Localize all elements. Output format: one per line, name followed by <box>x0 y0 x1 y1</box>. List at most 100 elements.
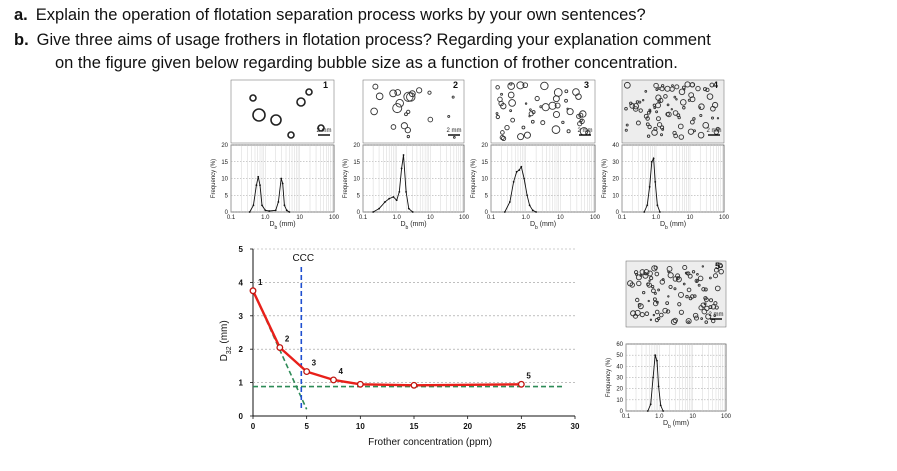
data-point <box>512 180 515 183</box>
bubble <box>703 287 708 292</box>
histogram-5: 0 10 20 30 40 50 60 0.1 1.0 10 100 Db (mm) Frequency… <box>606 342 732 430</box>
bubble <box>495 112 499 115</box>
bubble <box>713 129 719 135</box>
bubble <box>645 122 650 127</box>
panel-number: 3 <box>584 80 589 90</box>
x-tick-label: 20 <box>463 422 472 431</box>
y-tick-label: 2 <box>239 345 244 354</box>
data-point <box>274 209 277 212</box>
bubble <box>655 88 659 92</box>
data-point <box>652 376 654 379</box>
bubble <box>390 124 397 130</box>
bubble <box>635 274 642 281</box>
bubble <box>510 117 516 123</box>
bubble <box>708 305 713 310</box>
x-tick-label: 10 <box>427 215 434 221</box>
bubble <box>689 82 695 88</box>
bubble <box>659 125 665 130</box>
bubble-photo-3: 3 2 mm <box>490 79 596 144</box>
bubble <box>693 315 699 321</box>
y-tick-label: 50 <box>616 353 623 359</box>
bubble <box>655 300 659 304</box>
bubble <box>695 85 701 92</box>
y-tick-label: 3 <box>239 312 244 321</box>
bubble <box>305 88 313 96</box>
bubble <box>654 309 660 315</box>
bubble <box>633 270 639 275</box>
bubble <box>665 111 670 117</box>
y-tick-label: 20 <box>353 143 360 149</box>
scale-label: 2 mm <box>317 128 332 134</box>
bubble <box>534 95 540 102</box>
bubble <box>416 87 423 94</box>
y-axis-label: D32 (mm) <box>219 320 233 361</box>
data-point <box>303 368 311 376</box>
data-point <box>517 380 525 388</box>
data-point <box>280 177 283 180</box>
bubble <box>499 134 505 141</box>
data-point <box>649 403 652 406</box>
bubble <box>408 90 416 98</box>
point-label: 5 <box>526 371 531 380</box>
bubble <box>636 280 642 287</box>
bubble <box>718 263 724 269</box>
bubble <box>709 276 712 280</box>
bubble <box>375 92 384 101</box>
x-tick-label: 1.0 <box>652 215 661 221</box>
bubble <box>678 134 685 140</box>
photo-frame <box>230 79 335 144</box>
data-point <box>378 207 380 210</box>
bubble <box>682 85 686 90</box>
question-b-letter: b. <box>14 31 29 49</box>
bubble <box>667 272 674 279</box>
data-point <box>281 182 284 185</box>
bubble <box>516 81 525 90</box>
bubble <box>655 102 661 109</box>
y-axis-label: Frequency (%) <box>471 159 477 198</box>
bubble <box>687 128 695 135</box>
bubble <box>638 100 642 104</box>
y-axis-label: Frequency (%) <box>606 358 612 397</box>
bubble <box>686 287 692 293</box>
data-point <box>654 180 657 183</box>
bubble <box>703 87 708 92</box>
bubble <box>653 291 657 295</box>
bubble <box>507 91 515 99</box>
y-tick-label: 0 <box>616 210 620 216</box>
x-tick-label: 15 <box>410 422 419 431</box>
x-axis-label: Db (mm) <box>269 221 295 231</box>
data-point <box>285 209 288 212</box>
bubble <box>689 294 695 299</box>
bubble <box>501 135 507 142</box>
x-axis-label-subscript: b <box>668 424 671 430</box>
bubble <box>713 301 718 306</box>
y-tick-label: 10 <box>612 193 619 199</box>
bubble <box>677 115 681 120</box>
bubble <box>662 307 668 314</box>
bubble <box>677 123 684 130</box>
data-point <box>405 191 407 193</box>
bubble <box>651 288 656 294</box>
y-tick-label: 10 <box>616 398 623 404</box>
data-point <box>261 204 263 207</box>
bubble <box>666 265 673 272</box>
bubble <box>699 113 703 118</box>
bubble <box>637 303 644 310</box>
point-label: 3 <box>312 359 317 368</box>
bubble <box>677 302 682 307</box>
bubble <box>682 282 686 286</box>
bubble <box>710 105 716 112</box>
question-a-letter: a. <box>14 6 28 24</box>
series-line <box>372 155 413 213</box>
x-tick-label: 10 <box>689 414 696 420</box>
bubble <box>655 116 661 122</box>
bubble <box>672 317 678 323</box>
bubble <box>648 108 652 112</box>
bubble <box>658 312 664 318</box>
x-axis-label-subscript: b <box>535 225 538 231</box>
bubble <box>653 106 657 110</box>
bubble <box>540 81 549 91</box>
bubble <box>406 92 416 102</box>
bubble <box>644 90 648 93</box>
bubble <box>252 108 266 122</box>
